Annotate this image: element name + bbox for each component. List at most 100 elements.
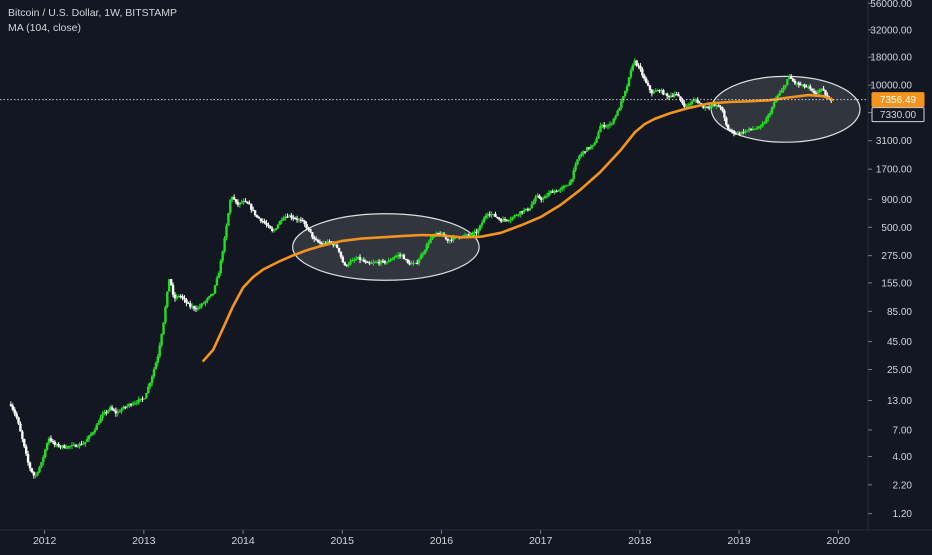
candle-down xyxy=(124,406,127,408)
candle-down xyxy=(398,255,402,257)
candle-up xyxy=(507,220,511,222)
candle-down xyxy=(658,90,661,92)
candle-up xyxy=(740,131,743,135)
x-tick-label: 2014 xyxy=(231,535,255,547)
candle-up xyxy=(625,86,629,92)
candle-up xyxy=(694,99,697,101)
candle-up xyxy=(370,262,373,264)
candle-up xyxy=(278,220,282,225)
candle-down xyxy=(129,404,133,406)
candle-up xyxy=(225,225,228,238)
candle-down xyxy=(526,208,530,211)
candle-down xyxy=(314,239,318,241)
candle-up xyxy=(688,103,692,105)
candle-down xyxy=(725,117,728,126)
y-tick-label: 25.00 xyxy=(887,365,912,376)
candle-up xyxy=(351,260,354,262)
candle-up xyxy=(374,262,377,264)
candle-down xyxy=(236,201,240,205)
candle-up xyxy=(778,92,781,96)
candle-up xyxy=(356,256,360,259)
candle-up xyxy=(101,414,104,418)
indicator-title[interactable]: MA (104, close) xyxy=(8,22,81,34)
candle-down xyxy=(183,297,186,300)
candle-up xyxy=(396,255,400,257)
price-tags: 7356.49 7330.00 xyxy=(871,92,925,123)
candle-up xyxy=(776,95,780,99)
candle-up xyxy=(448,239,451,241)
candle-up xyxy=(566,185,570,187)
candle-up xyxy=(150,376,154,383)
candle-up xyxy=(755,128,759,130)
candle-down xyxy=(822,88,825,91)
candle-up xyxy=(528,208,532,211)
candle-down xyxy=(63,445,66,449)
candle-up xyxy=(162,322,165,335)
candle-up xyxy=(786,79,789,86)
candle-up xyxy=(543,196,547,199)
y-tick-label: 18000.00 xyxy=(870,53,912,64)
candle-up xyxy=(347,264,350,266)
candle-down xyxy=(28,462,32,469)
candle-down xyxy=(105,412,108,414)
candle-up xyxy=(452,236,455,241)
candle-up xyxy=(795,82,799,84)
candle-up xyxy=(164,306,167,323)
candle-up xyxy=(166,291,169,307)
candle-up xyxy=(536,195,539,198)
candle-down xyxy=(721,107,724,111)
candle-up xyxy=(631,65,635,71)
candle-down xyxy=(17,417,20,424)
annotation-ellipse xyxy=(292,213,480,281)
candle-up xyxy=(818,89,821,92)
candle-up xyxy=(612,118,615,124)
candle-up xyxy=(229,199,232,214)
candle-up xyxy=(772,102,776,108)
candle-down xyxy=(583,151,587,153)
candle-down xyxy=(169,279,173,286)
candle-down xyxy=(335,244,339,248)
candle-up xyxy=(532,201,535,205)
candle-down xyxy=(318,241,322,243)
x-tick-label: 2012 xyxy=(33,535,57,547)
candle-up xyxy=(620,100,623,109)
candle-down xyxy=(665,93,669,97)
candle-up xyxy=(389,260,392,262)
candle-down xyxy=(587,147,591,149)
candle-down xyxy=(51,441,55,443)
candle-up xyxy=(154,362,158,370)
candle-up xyxy=(210,294,213,297)
candle-down xyxy=(404,259,408,261)
candle-up xyxy=(564,185,568,187)
candle-down xyxy=(255,215,259,217)
candle-up xyxy=(118,411,121,413)
candle-up xyxy=(589,146,593,149)
candle-down xyxy=(343,262,346,265)
candle-up xyxy=(427,242,430,245)
candle-down xyxy=(494,214,497,217)
symbol-title[interactable]: Bitcoin / U.S. Dollar, 1W, BITSTAMP xyxy=(8,7,178,19)
candle-up xyxy=(553,191,556,193)
candle-up xyxy=(709,105,713,108)
candle-down xyxy=(520,211,524,213)
candle-up xyxy=(412,262,415,264)
candle-up xyxy=(736,132,739,134)
candle-up xyxy=(747,128,751,131)
candle-down xyxy=(261,220,264,222)
candle-down xyxy=(246,201,249,204)
candle-down xyxy=(803,84,806,87)
candle-up xyxy=(145,393,148,399)
candle-up xyxy=(55,444,58,446)
x-tick-label: 2017 xyxy=(529,535,553,547)
time-axis[interactable]: 2012 2013 2014 2015 2016 2017 2018 2019 2020 xyxy=(33,530,850,547)
candle-up xyxy=(393,256,396,259)
candle-up xyxy=(690,101,694,104)
candle-up xyxy=(223,237,226,252)
candle-up xyxy=(610,123,614,125)
candle-down xyxy=(719,106,722,108)
candle-up xyxy=(156,356,160,363)
candle-up xyxy=(585,147,589,152)
candle-up xyxy=(807,86,810,88)
